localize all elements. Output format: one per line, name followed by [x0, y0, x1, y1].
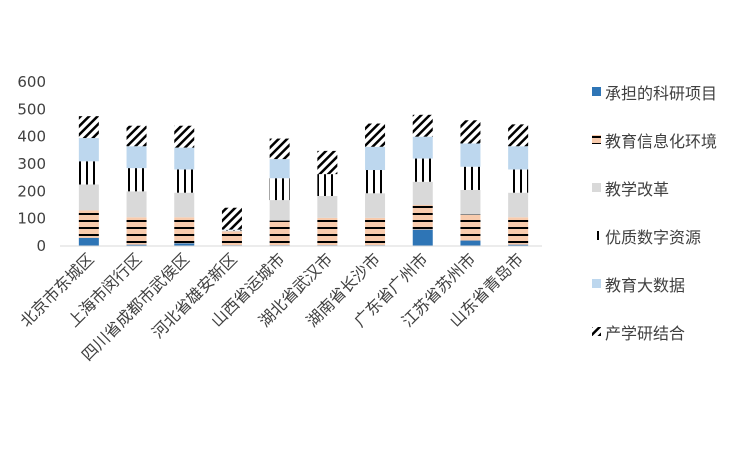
y-axis: 0 100 200 300 400 500 600	[17, 73, 46, 255]
bar-segment-6	[365, 123, 386, 147]
legend-label: 教育信息化环境	[605, 132, 717, 151]
y-tick-label: 0	[36, 237, 46, 255]
bar-segment-6	[412, 114, 433, 137]
bar-segment-5	[269, 159, 290, 179]
bar-segment-3	[508, 192, 529, 218]
legend-label: 优质数字资源	[605, 228, 701, 247]
bar-segment-1	[174, 243, 195, 246]
bar-segment-4	[508, 169, 529, 193]
bar-segment-5	[460, 143, 481, 167]
bar-segment-5	[221, 229, 242, 231]
bar-segment-3	[460, 189, 481, 215]
legend-swatch-4	[592, 231, 601, 240]
y-tick-label: 600	[17, 73, 46, 91]
legend-swatch-6	[592, 327, 601, 336]
legend-label: 教学改革	[605, 180, 669, 199]
y-tick-label: 200	[17, 182, 46, 200]
bar-segment-4	[412, 158, 433, 182]
bar-segment-5	[508, 146, 529, 170]
bar-segment-1	[78, 237, 99, 246]
x-axis: 北京市东城区上海市闵行区四川省成都市武侯区河北省雄安新区山西省运城市湖北省武汉市…	[16, 245, 542, 365]
y-tick-label: 300	[17, 155, 46, 173]
bar-segment-5	[174, 147, 195, 170]
bar-segment-3	[412, 181, 433, 205]
bar-segment-5	[126, 146, 147, 169]
bar-segment-3	[126, 191, 147, 218]
bar-segment-1	[412, 229, 433, 246]
bar-segment-3	[174, 192, 195, 218]
bar-segment-3	[221, 230, 242, 232]
bar-segment-2	[269, 220, 290, 246]
plot-area	[78, 114, 529, 246]
legend-swatch-3	[592, 183, 601, 192]
bar-segment-2	[174, 217, 195, 244]
bar-segment-4	[317, 174, 338, 196]
legend-label: 承担的科研项目	[605, 84, 717, 103]
bar-segment-4	[174, 169, 195, 193]
y-tick-label: 100	[17, 210, 46, 228]
bar-segment-3	[269, 200, 290, 221]
bar-segment-6	[126, 125, 147, 147]
legend-swatch-2	[592, 135, 601, 144]
bar-segment-6	[508, 124, 529, 147]
bar-segment-2	[78, 210, 99, 238]
bar-segment-3	[78, 184, 99, 211]
bar-segment-6	[460, 120, 481, 144]
bar-segment-1	[460, 240, 481, 246]
bar-segment-4	[365, 170, 386, 194]
x-tick-label: 河北省雄安新区	[148, 249, 241, 342]
bar-segment-2	[365, 217, 386, 246]
legend-label: 教育大数据	[605, 276, 685, 295]
bar-segment-4	[221, 230, 242, 231]
bar-segment-1	[508, 244, 529, 246]
y-tick-label: 500	[17, 100, 46, 118]
bar-segment-4	[78, 161, 99, 185]
bar-segment-2	[508, 217, 529, 245]
bar-segment-2	[460, 214, 481, 241]
bar-segment-6	[78, 116, 99, 139]
bar-segment-6	[221, 207, 242, 230]
legend-swatch-5	[592, 279, 601, 288]
bar-segment-3	[365, 193, 386, 218]
bar-segment-2	[317, 217, 338, 246]
bar-segment-4	[460, 166, 481, 190]
bar-segment-2	[126, 217, 147, 245]
bar-segment-5	[78, 138, 99, 162]
bar-segment-4	[126, 168, 147, 192]
legend-label: 产学研结合	[605, 324, 685, 343]
y-tick-label: 400	[17, 128, 46, 146]
bar-segment-2	[221, 231, 242, 246]
bar-segment-5	[412, 136, 433, 159]
bar-segment-6	[174, 125, 195, 148]
bar-segment-3	[317, 195, 338, 218]
bar-segment-5	[365, 146, 386, 171]
bar-segment-4	[269, 178, 290, 201]
bar-segment-6	[269, 138, 290, 160]
bar-segment-6	[317, 150, 338, 175]
legend-swatch-1	[592, 87, 601, 96]
bar-segment-2	[412, 205, 433, 230]
bar-segment-1	[126, 244, 147, 246]
